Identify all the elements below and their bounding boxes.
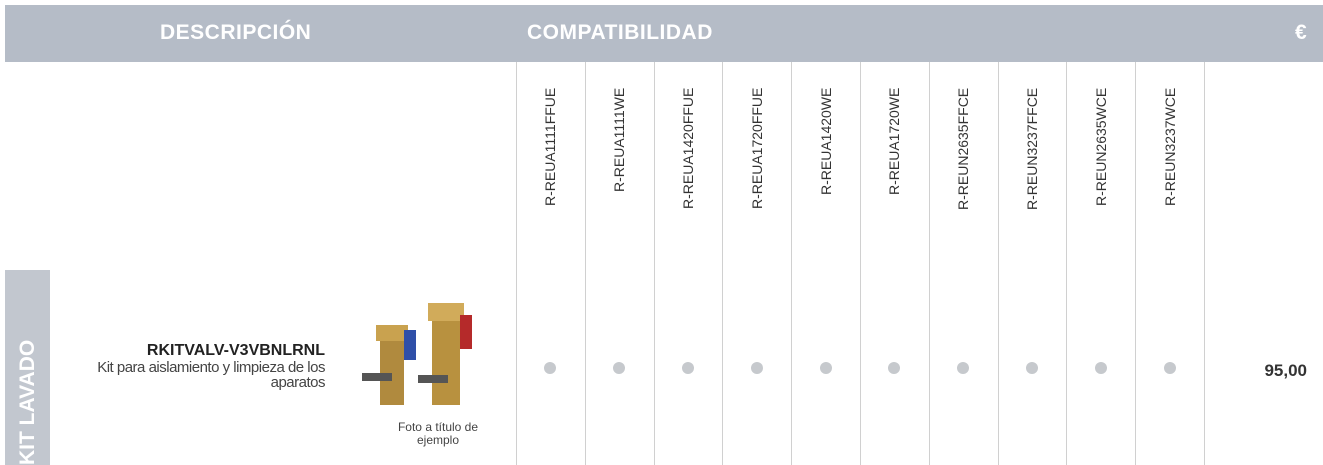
column-divider — [928, 62, 930, 465]
compatibility-dot — [682, 362, 694, 374]
compatibility-dot — [957, 362, 970, 374]
model-label: R-REUA1111WE — [611, 88, 628, 193]
product-code: RKITVALV-V3VBNLRNL — [146, 342, 325, 359]
header-compatibility: COMPATIBILIDAD — [527, 21, 713, 44]
compatibility-dot — [1094, 362, 1107, 374]
column-divider — [722, 62, 724, 465]
column-divider — [1135, 62, 1137, 465]
price: 95,00 — [1264, 361, 1307, 380]
compatibility-dot — [1163, 362, 1176, 374]
header-description: DESCRIPCIÓN — [160, 21, 312, 44]
column-divider — [1204, 62, 1205, 465]
column-divider — [791, 62, 793, 465]
column-divider — [584, 62, 586, 465]
product-image — [362, 303, 472, 405]
model-label: R-REUN2635FFCE — [955, 88, 972, 211]
section-bar — [5, 270, 50, 465]
compatibility-dot — [750, 362, 763, 374]
model-label: R-REUA1111FFUE — [542, 88, 559, 207]
compatibility-dot — [819, 362, 832, 374]
column-divider — [516, 62, 517, 465]
model-label: R-REUA1420FFUE — [680, 88, 696, 210]
model-label: R-REUA1420WE — [817, 88, 834, 196]
compatibility-dot — [613, 362, 626, 374]
photo-note: Foto a título de ejemplo — [397, 420, 479, 447]
model-label: R-REUN3237WCE — [1161, 88, 1178, 207]
header-price: € — [1295, 21, 1308, 44]
column-divider — [997, 62, 999, 465]
compatibility-dot — [1026, 362, 1038, 374]
column-divider — [653, 62, 655, 465]
column-divider — [860, 62, 861, 465]
compatibility-dot — [888, 362, 901, 374]
column-divider — [1066, 62, 1068, 465]
model-label: R-REUN2635WCE — [1092, 88, 1109, 207]
product-description: Kit para aislamiento y limpieza de los a… — [97, 359, 325, 391]
model-label: R-REUA1720WE — [886, 88, 903, 196]
section-label: KIT LAVADO — [16, 339, 39, 465]
compatibility-dot — [544, 362, 557, 374]
model-label: R-REUA1720FFUE — [748, 88, 765, 210]
header-bar — [5, 5, 1323, 62]
model-label: R-REUN3237FFCE — [1024, 88, 1040, 211]
